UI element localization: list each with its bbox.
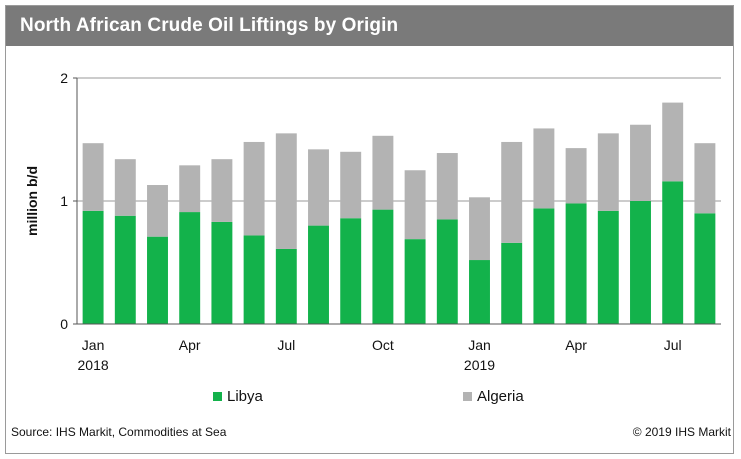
bar-libya [436, 219, 458, 324]
axes [73, 77, 721, 325]
legend-swatch [463, 392, 472, 401]
y-tick-label: 1 [60, 193, 68, 209]
source-note: Source: IHS Markit, Commodities at Sea [11, 425, 227, 439]
legend-label: Libya [227, 388, 264, 405]
x-tick-label: Jan [82, 337, 105, 353]
bar-libya [275, 248, 297, 324]
bar-libya [597, 210, 619, 324]
legend: Libya Algeria [213, 388, 524, 405]
tick-labels: 0 1 2 Jan 2018 Apr Jul Oct Jan 2019 Apr Jul [60, 70, 681, 373]
bar-algeria [114, 159, 136, 216]
bar-algeria [404, 170, 426, 240]
legend-label: Algeria [477, 388, 524, 405]
bar-libya [372, 209, 394, 324]
title-bar: North African Crude Oil Liftings by Orig… [6, 6, 733, 46]
bar-algeria [694, 143, 716, 214]
x-tick-label: Jul [664, 337, 682, 353]
x-tick-label: Oct [372, 337, 394, 353]
bar-libya [340, 218, 362, 324]
bar-algeria [243, 141, 265, 236]
bar-libya [533, 208, 555, 324]
bar-algeria [308, 149, 329, 226]
bar-libya [630, 201, 651, 324]
x-tick-label: Apr [565, 337, 587, 353]
bar-algeria [662, 102, 684, 182]
bar-libya [179, 212, 201, 324]
legend-swatch [213, 392, 222, 401]
bar-libya [404, 239, 426, 324]
gridlines [77, 77, 721, 202]
bar-algeria [372, 135, 394, 210]
bar-algeria [275, 133, 297, 249]
x-tick-label-year: 2019 [464, 357, 495, 373]
bar-libya [565, 203, 587, 324]
bar-algeria [340, 151, 362, 219]
bar-libya [501, 242, 523, 324]
bar-algeria [630, 124, 651, 201]
bars [82, 102, 716, 324]
bar-algeria [211, 159, 233, 222]
bar-algeria [501, 141, 523, 243]
bar-libya [469, 260, 490, 324]
bar-algeria [597, 133, 619, 211]
bar-algeria [436, 153, 458, 220]
y-axis-label: million b/d [24, 166, 40, 236]
x-tick-label: Jan [468, 337, 491, 353]
bar-algeria [469, 197, 490, 261]
bar-libya [243, 235, 265, 324]
bar-libya [147, 236, 168, 324]
x-tick-label: Jul [277, 337, 295, 353]
chart-title: North African Crude Oil Liftings by Orig… [20, 15, 399, 36]
bar-algeria [82, 143, 104, 211]
bar-algeria [565, 148, 587, 204]
bar-algeria [179, 165, 201, 213]
bar-libya [308, 225, 329, 324]
copyright-note: © 2019 IHS Markit [632, 425, 731, 439]
x-tick-label: Apr [179, 337, 201, 353]
bar-libya [82, 210, 104, 324]
bar-libya [114, 215, 136, 324]
bar-libya [694, 213, 716, 324]
bar-algeria [533, 128, 555, 209]
y-tick-label: 0 [60, 316, 68, 332]
bar-algeria [147, 185, 168, 237]
x-tick-label-year: 2018 [78, 357, 109, 373]
y-tick-label: 2 [60, 70, 68, 86]
bar-libya [662, 181, 684, 324]
bar-libya [211, 221, 233, 324]
